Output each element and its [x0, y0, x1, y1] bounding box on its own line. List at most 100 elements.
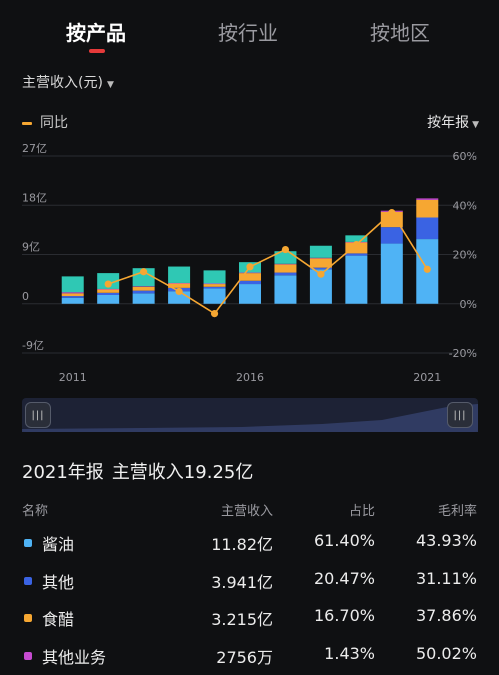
header-share: 占比: [348, 504, 375, 519]
bar-segment: [168, 266, 191, 283]
row-revenue: 3.941亿: [211, 572, 273, 592]
series-color-dot: [24, 614, 32, 622]
y-tick-label-right: 40%: [453, 199, 477, 212]
bar-segment: [274, 263, 297, 265]
yoy-point: [175, 287, 183, 296]
bar-segment: [239, 284, 261, 304]
header-revenue: 主营收入: [220, 504, 273, 519]
row-share: 61.40%: [313, 531, 375, 550]
row-name: 酱油: [42, 535, 75, 554]
y-tick-label-right: -20%: [449, 347, 477, 360]
bar-segment: [132, 290, 155, 294]
yoy-point: [210, 310, 219, 318]
table-row[interactable]: 其他业务 2756万 1.43% 50.02%: [0, 639, 499, 675]
row-name: 食醋: [42, 610, 75, 629]
time-range-slider[interactable]: ||| |||: [22, 398, 478, 432]
bar-segment: [416, 198, 439, 200]
yoy-point: [281, 245, 290, 254]
period-dropdown-label: 按年报: [427, 115, 470, 131]
summary-year-label: 2021年报: [22, 462, 104, 483]
bar-segment: [416, 217, 439, 240]
bar-segment: [132, 286, 155, 291]
bar-segment: [274, 264, 297, 273]
tab-by-industry[interactable]: 按行业: [218, 21, 278, 45]
series-color-dot: [24, 651, 32, 660]
y-tick-label-right: 20%: [453, 249, 477, 262]
bar-segment: [274, 275, 297, 304]
y-tick-label-left: 9亿: [22, 241, 40, 254]
table-row[interactable]: 食醋 3.215亿 16.70% 37.86%: [0, 601, 499, 637]
bar-segment: [380, 243, 403, 304]
legend-line-swatch: [22, 121, 32, 125]
slider-overview-area: [22, 404, 478, 432]
row-name: 其他: [42, 572, 75, 592]
bar-segment: [132, 293, 155, 304]
bar-segment: [380, 211, 403, 228]
bar-segment: [380, 227, 403, 244]
row-revenue: 2756万: [216, 647, 273, 667]
series-color-dot: [24, 539, 32, 547]
bar-segment: [416, 199, 439, 218]
active-tab-indicator: [89, 49, 105, 53]
bar-segment: [168, 283, 191, 288]
yoy-line: [107, 211, 428, 315]
bar-segment: [203, 283, 226, 285]
bar-segment: [132, 268, 155, 287]
slider-left-handle[interactable]: |||: [25, 402, 51, 428]
caret-down-icon: ▼: [106, 80, 114, 90]
period-dropdown[interactable]: 按年报 ▼: [427, 112, 479, 132]
summary-heading: 2021年报 主营收入19.25亿: [22, 458, 261, 484]
metric-dropdown[interactable]: 主营收入(元) ▼: [22, 72, 114, 92]
y-tick-label-left: 0: [22, 290, 29, 303]
bar-segment: [97, 288, 120, 290]
bar-segment: [97, 292, 120, 295]
slider-right-handle[interactable]: |||: [447, 402, 473, 428]
summary-revenue-text: 主营收入19.25亿: [111, 462, 254, 483]
top-tab-bar: 按产品 按行业 按地区: [0, 0, 499, 56]
row-margin: 31.11%: [415, 568, 477, 588]
yoy-point: [246, 263, 254, 271]
table-row[interactable]: 酱油 11.82亿 61.40% 43.93%: [0, 526, 499, 562]
row-share: 20.47%: [313, 568, 375, 588]
header-name: 名称: [22, 504, 49, 519]
y-tick-label-left: 18亿: [22, 191, 47, 204]
caret-down-icon: ▼: [472, 120, 479, 130]
table-header-row: 名称 主营收入 占比 毛利率: [0, 498, 499, 534]
bar-segment: [203, 270, 226, 284]
row-share: 1.43%: [324, 643, 375, 663]
bar-segment: [309, 257, 332, 259]
table-row[interactable]: 其他 3.941亿 20.47% 31.11%: [0, 564, 499, 600]
bar-segment: [168, 282, 191, 284]
row-margin: 37.86%: [415, 606, 477, 625]
bar-segment: [309, 245, 332, 258]
yoy-point: [423, 265, 431, 273]
bar-segment: [274, 272, 297, 276]
yoy-point: [352, 241, 360, 249]
bar-segment: [239, 272, 261, 274]
bar-segment: [61, 297, 84, 304]
bar-segment: [309, 258, 332, 268]
bar-segment: [203, 288, 226, 304]
series-color-dot: [24, 576, 32, 585]
bar-segment: [309, 269, 332, 304]
bar-segment: [345, 235, 368, 242]
bar-segment: [61, 276, 84, 293]
x-tick-label: 2016: [236, 371, 264, 384]
bar-segment: [61, 296, 84, 298]
y-tick-label-right: 0%: [460, 298, 477, 311]
revenue-chart: 27亿 18亿 9亿 0 -9亿 60% 40% 20% 0% -20% 2011 2016 2021: [22, 142, 477, 384]
tab-by-region[interactable]: 按地区: [370, 21, 430, 45]
yoy-point: [104, 280, 112, 288]
x-tick-label: 2011: [59, 371, 87, 384]
tab-by-product[interactable]: 按产品: [66, 21, 126, 45]
y-tick-label-left: 27亿: [22, 142, 47, 155]
row-revenue: 3.215亿: [211, 610, 273, 629]
bar-segment: [239, 273, 261, 281]
row-name: 其他业务: [42, 647, 107, 667]
bar-segment: [203, 284, 226, 287]
bar-segment: [61, 292, 84, 294]
yoy-point: [388, 209, 396, 217]
bar-segment: [309, 267, 332, 270]
yoy-point: [317, 270, 325, 278]
legend-line-label: 同比: [40, 115, 68, 131]
